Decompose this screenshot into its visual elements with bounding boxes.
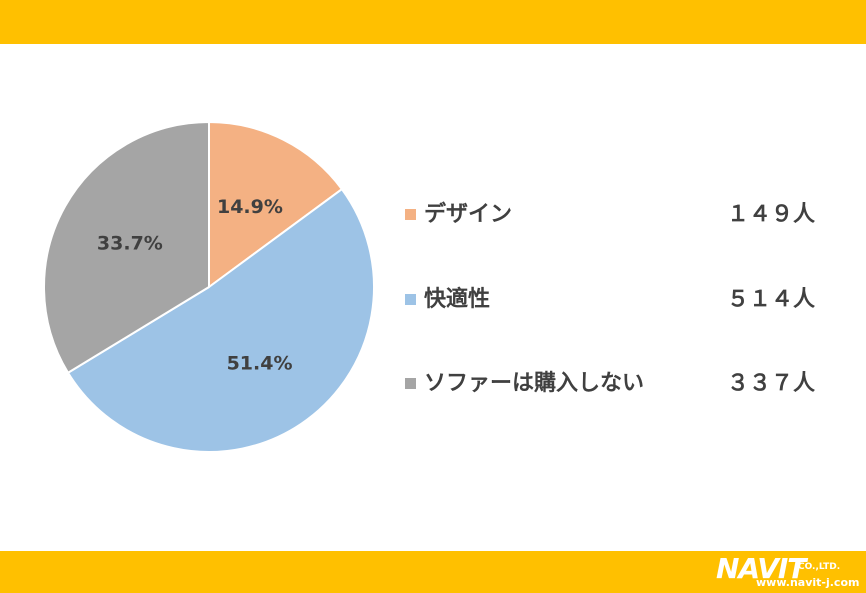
- legend-count-comfort: ５１４人: [726, 287, 815, 312]
- legend-label-no-purchase: ソファーは購入しない: [424, 371, 645, 396]
- legend-count-no-purchase: ３３７人: [726, 371, 815, 396]
- slice-comfort-label: 51.4%: [227, 352, 293, 374]
- top-banner: [0, 0, 866, 44]
- legend-swatch-design: [405, 209, 416, 220]
- logo-url: www.navit-j.com: [756, 576, 860, 589]
- logo-suffix: CO.,LTD.: [798, 562, 841, 572]
- legend-item-design: デザイン １４９人: [405, 200, 825, 230]
- legend-count-design: １４９人: [726, 202, 815, 227]
- company-logo: NAVIT CO.,LTD. www.navit-j.com: [716, 552, 862, 590]
- legend-item-comfort: 快適性 ５１４人: [405, 285, 825, 315]
- logo-name: NAVIT: [716, 552, 806, 585]
- legend-label-design: デザイン: [424, 202, 513, 227]
- slice-no-purchase: [43, 120, 210, 375]
- legend-swatch-comfort: [405, 294, 416, 305]
- legend-swatch-no-purchase: [405, 378, 416, 389]
- slice-design-label: 14.9%: [217, 196, 283, 218]
- legend-label-comfort: 快適性: [424, 287, 491, 312]
- slice-comfort: [66, 187, 375, 453]
- legend-item-no-purchase: ソファーは購入しない ３３７人: [405, 369, 825, 399]
- bottom-banner: [0, 551, 866, 593]
- slice-design: [208, 120, 344, 289]
- slice-no-purchase-label: 33.7%: [97, 233, 163, 255]
